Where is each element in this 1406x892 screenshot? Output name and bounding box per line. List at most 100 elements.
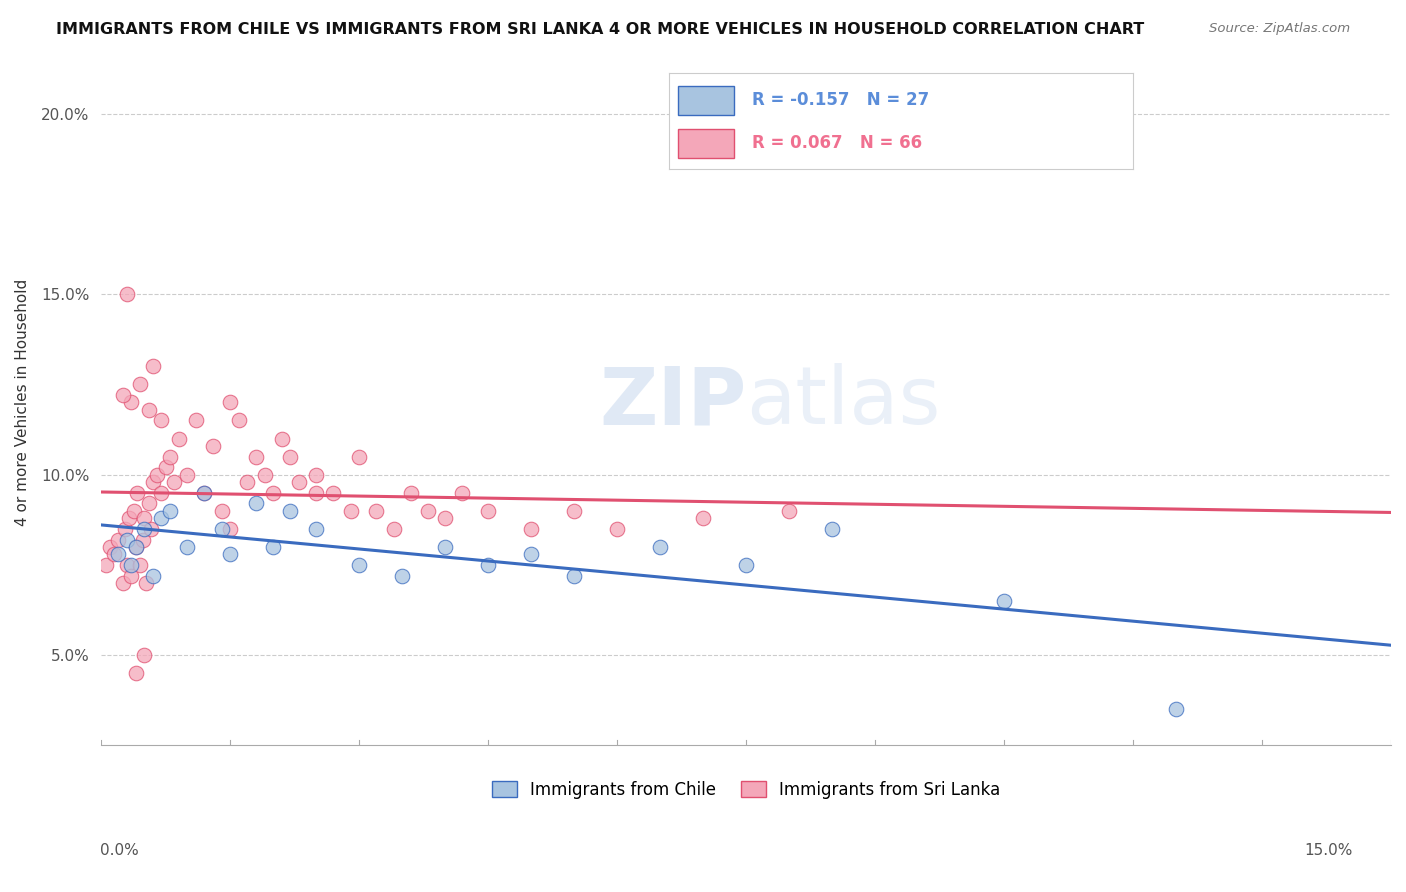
Point: [159, 504, 181, 518]
Point: [778, 504, 800, 518]
Point: [122, 504, 145, 518]
Text: 0.0%: 0.0%: [100, 843, 139, 858]
Point: [606, 522, 628, 536]
Point: [520, 522, 543, 536]
Point: [134, 511, 156, 525]
Point: [125, 666, 148, 681]
Point: [382, 522, 405, 536]
Point: [103, 547, 125, 561]
Point: [111, 575, 134, 590]
Point: [142, 475, 165, 489]
Point: [270, 432, 292, 446]
Point: [176, 540, 198, 554]
Point: [167, 432, 190, 446]
Text: atlas: atlas: [747, 363, 941, 442]
Point: [211, 504, 233, 518]
Text: ZIP: ZIP: [599, 363, 747, 442]
Point: [451, 485, 474, 500]
Text: IMMIGRANTS FROM CHILE VS IMMIGRANTS FROM SRI LANKA 4 OR MORE VEHICLES IN HOUSEHO: IMMIGRANTS FROM CHILE VS IMMIGRANTS FROM…: [56, 22, 1144, 37]
Point: [477, 558, 499, 572]
Point: [219, 522, 242, 536]
Point: [129, 377, 152, 392]
Point: [134, 648, 156, 662]
Point: [477, 504, 499, 518]
Point: [391, 568, 413, 582]
Point: [339, 504, 361, 518]
Point: [127, 485, 149, 500]
Point: [245, 496, 267, 510]
Point: [280, 504, 302, 518]
Point: [176, 467, 198, 482]
Point: [142, 568, 165, 582]
Point: [129, 558, 152, 572]
Point: [245, 450, 267, 464]
Point: [150, 511, 173, 525]
Point: [562, 504, 585, 518]
Point: [821, 522, 844, 536]
Point: [150, 413, 173, 427]
Point: [349, 450, 371, 464]
Point: [305, 485, 328, 500]
Point: [399, 485, 422, 500]
Point: [155, 460, 177, 475]
Point: [305, 522, 328, 536]
Point: [115, 558, 138, 572]
Point: [111, 388, 134, 402]
Text: Source: ZipAtlas.com: Source: ZipAtlas.com: [1209, 22, 1350, 36]
Point: [115, 533, 138, 547]
Point: [142, 359, 165, 374]
Point: [135, 575, 157, 590]
Point: [228, 413, 250, 427]
Point: [120, 568, 142, 582]
Point: [219, 547, 242, 561]
Point: [115, 287, 138, 301]
Point: [193, 485, 215, 500]
Point: [202, 439, 225, 453]
Point: [322, 485, 344, 500]
Point: [219, 395, 242, 409]
Text: 15.0%: 15.0%: [1305, 843, 1353, 858]
Point: [120, 558, 142, 572]
Point: [163, 475, 186, 489]
Point: [125, 540, 148, 554]
Point: [1164, 702, 1187, 716]
Point: [138, 402, 160, 417]
Point: [288, 475, 311, 489]
Point: [253, 467, 276, 482]
Point: [94, 558, 117, 572]
Point: [131, 533, 153, 547]
Point: [120, 395, 142, 409]
Point: [193, 485, 215, 500]
Point: [125, 540, 148, 554]
Point: [159, 450, 181, 464]
Point: [735, 558, 758, 572]
Point: [118, 511, 141, 525]
Point: [416, 504, 439, 518]
Point: [134, 522, 156, 536]
Point: [236, 475, 259, 489]
Point: [520, 547, 543, 561]
Point: [146, 467, 169, 482]
Point: [434, 540, 457, 554]
Point: [150, 485, 173, 500]
Point: [107, 533, 129, 547]
Point: [366, 504, 388, 518]
Point: [141, 522, 163, 536]
Point: [184, 413, 207, 427]
Legend: Immigrants from Chile, Immigrants from Sri Lanka: Immigrants from Chile, Immigrants from S…: [485, 774, 1007, 805]
Point: [138, 496, 160, 510]
Point: [114, 522, 136, 536]
Point: [98, 540, 121, 554]
Point: [107, 547, 129, 561]
Point: [562, 568, 585, 582]
Point: [692, 511, 714, 525]
Point: [434, 511, 457, 525]
Point: [211, 522, 233, 536]
Point: [280, 450, 302, 464]
Point: [650, 540, 672, 554]
Point: [262, 540, 284, 554]
Y-axis label: 4 or more Vehicles in Household: 4 or more Vehicles in Household: [15, 279, 30, 526]
Point: [262, 485, 284, 500]
Point: [993, 594, 1015, 608]
Point: [349, 558, 371, 572]
